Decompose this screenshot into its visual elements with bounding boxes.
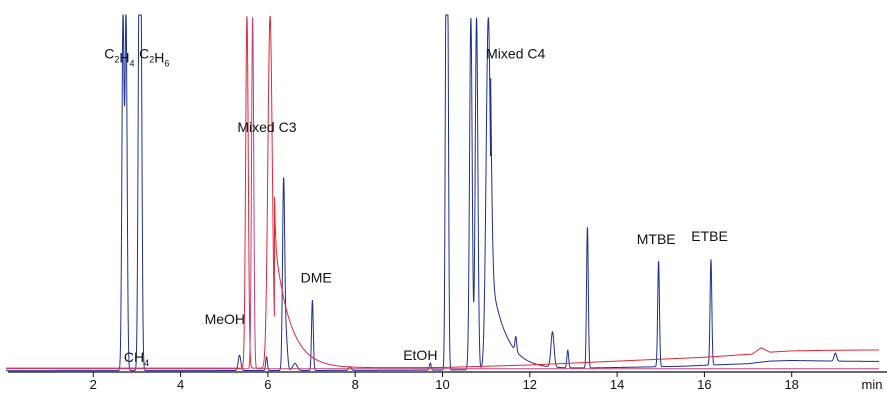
x-axis-unit-label: min [862, 377, 883, 392]
peak-label: Mixed C3 [237, 119, 296, 135]
x-tick-label: 16 [697, 377, 711, 392]
peak-label: Mixed C4 [486, 45, 545, 61]
peak-label: DME [301, 269, 332, 285]
x-tick-label: 12 [523, 377, 537, 392]
x-tick-label: 4 [177, 377, 184, 392]
peak-label: CH4 [124, 349, 149, 368]
peak-label: MTBE [637, 231, 676, 247]
x-tick-label: 14 [610, 377, 624, 392]
x-tick-label: 18 [784, 377, 798, 392]
peak-label: ETBE [691, 228, 728, 244]
chromatogram-trace-3 [6, 17, 879, 370]
peak-label: C2H6 [139, 45, 169, 68]
peak-label: MeOH [205, 311, 245, 327]
x-tick-label: 6 [264, 377, 271, 392]
x-tick-label: 8 [352, 377, 359, 392]
x-tick-label: 2 [90, 377, 97, 392]
x-axis-ticks: 2 4 6 8 10 12 14 16 18 [90, 372, 799, 392]
trace-group [6, 14, 879, 372]
chromatogram-trace-1 [6, 14, 879, 372]
peak-label: C2H4 [104, 45, 134, 68]
peak-label: EtOH [403, 347, 437, 363]
chromatogram-trace-2 [6, 15, 879, 369]
x-tick-label: 10 [435, 377, 449, 392]
